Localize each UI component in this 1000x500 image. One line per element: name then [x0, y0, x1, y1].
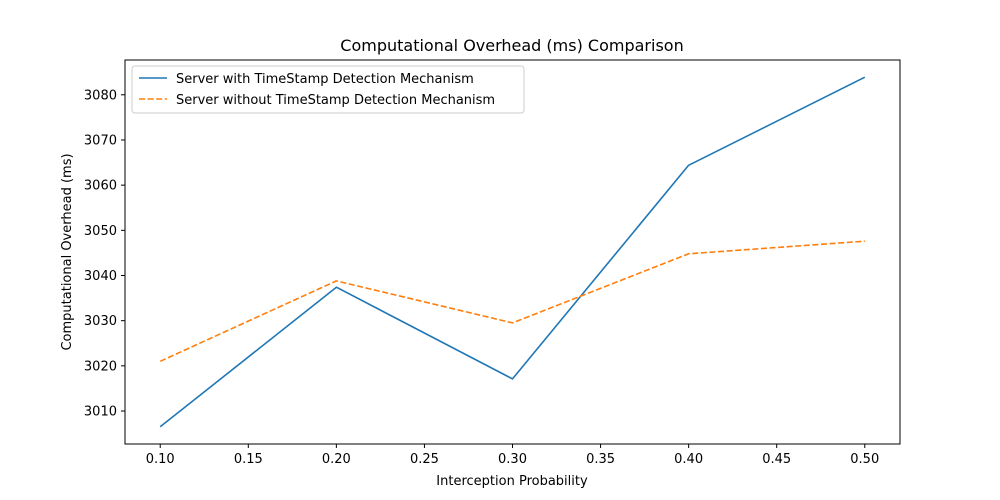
x-tick-label: 0.10	[146, 452, 175, 467]
x-tick-label: 0.40	[674, 452, 703, 467]
chart-title: Computational Overhead (ms) Comparison	[340, 36, 683, 55]
legend-label-series-1: Server with TimeStamp Detection Mechanis…	[176, 72, 474, 87]
y-tick-label: 3070	[84, 133, 117, 148]
y-tick-label: 3080	[84, 88, 117, 103]
legend: Server with TimeStamp Detection Mechanis…	[131, 65, 525, 114]
plot-frame	[124, 59, 901, 445]
x-tick-label: 0.30	[498, 452, 527, 467]
y-axis: 3010 3020 3030 3040 3050 3060 3070 3080	[84, 88, 125, 420]
y-tick-label: 3020	[84, 359, 117, 374]
x-axis: 0.10 0.15 0.20 0.25 0.30 0.35 0.40 0.45 0.50	[146, 444, 879, 467]
y-tick-label: 3010	[84, 405, 117, 420]
series-line-1	[159, 76, 866, 428]
y-axis-label: Computational Overhead (ms)	[60, 153, 75, 350]
series-line-2	[159, 240, 865, 363]
x-tick-label: 0.20	[322, 452, 351, 467]
y-tick-label: 3040	[84, 269, 117, 284]
y-tick-label: 3050	[84, 224, 117, 239]
y-tick-label: 3060	[84, 179, 117, 194]
x-tick-label: 0.25	[410, 452, 439, 467]
x-tick-label: 0.15	[234, 452, 263, 467]
x-tick-label: 0.50	[850, 452, 879, 467]
legend-box	[131, 65, 525, 114]
x-axis-label: Interception Probability	[436, 474, 588, 489]
series-layer	[159, 76, 866, 428]
x-tick-label: 0.45	[762, 452, 791, 467]
legend-label-series-2: Server without TimeStamp Detection Mecha…	[176, 93, 495, 108]
y-tick-label: 3030	[84, 314, 117, 329]
x-tick-label: 0.35	[586, 452, 615, 467]
